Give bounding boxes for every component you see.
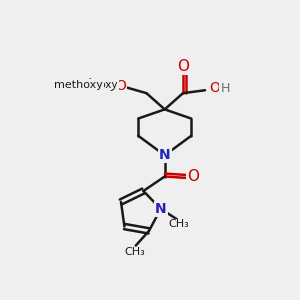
- Text: O: O: [177, 58, 189, 74]
- Text: methoxy: methoxy: [54, 80, 103, 90]
- Text: O: O: [209, 81, 220, 95]
- Text: N: N: [155, 202, 167, 216]
- Text: CH₃: CH₃: [168, 220, 189, 230]
- Text: O: O: [187, 169, 199, 184]
- Text: H: H: [220, 82, 230, 95]
- Text: methoxy: methoxy: [65, 78, 117, 91]
- Text: O: O: [115, 79, 126, 93]
- Text: methoxy: methoxy: [73, 80, 118, 90]
- Text: N: N: [159, 148, 170, 162]
- Text: CH₃: CH₃: [124, 247, 145, 257]
